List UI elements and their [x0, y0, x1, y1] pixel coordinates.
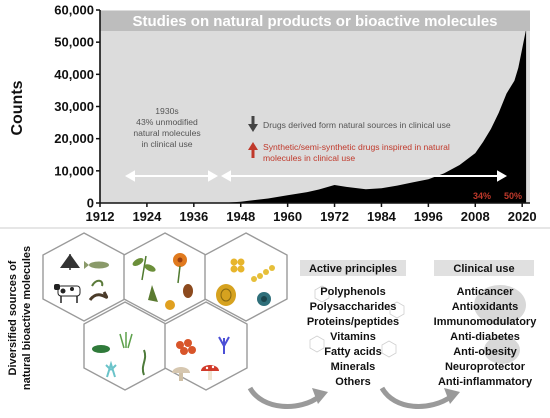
y-axis-label: Counts [9, 80, 26, 135]
annotation-synthetic-drugs-line-2: molecules in clinical use [263, 153, 355, 163]
x-tick-label: 1972 [320, 209, 349, 224]
root-icon [148, 285, 158, 302]
active-principles-header: Active principles [309, 263, 397, 275]
annotation-natural-drugs: Drugs derived form natural sources in cl… [248, 116, 451, 132]
flow-arrow-principles-to-clinical [379, 386, 460, 409]
bean-icon [183, 284, 193, 298]
down-arrow-icon-head [248, 124, 258, 132]
x-tick-label: 1924 [132, 209, 162, 224]
y-tick-label: 60,000 [54, 3, 94, 18]
sea-urchin-icon [257, 292, 271, 306]
annotation-1930s-line-4: in clinical use [141, 139, 192, 149]
chart-title-band [100, 11, 530, 31]
aquatic-plant-icon [92, 345, 110, 353]
clinical-use-header: Clinical use [453, 263, 514, 275]
sponge-icon [91, 279, 104, 287]
sources-hexagon-grid [42, 232, 288, 391]
coral-red-icon [176, 339, 196, 355]
x-tick-label: 2020 [508, 209, 537, 224]
blue-coral-icon [218, 336, 230, 354]
annotation-1930s-line-2: 43% unmodified [136, 117, 198, 127]
studies-area-series [100, 29, 527, 203]
y-tick-label: 0 [87, 196, 94, 211]
active-principle-item: Minerals [331, 361, 376, 373]
annotation-natural-drugs-text: Drugs derived form natural sources in cl… [263, 120, 451, 130]
active-principle-item: Vitamins [330, 331, 376, 343]
mushroom-icon [172, 367, 190, 381]
plant-icon [132, 255, 156, 281]
clinical-use-item: Immunomodulatory [434, 316, 538, 328]
fungus-cross-section-icon [216, 284, 236, 306]
x-tick-label: 1936 [179, 209, 208, 224]
clinical-use-item: Anti-diabetes [450, 331, 520, 343]
sources-side-label-line-2: natural bioactive molecules [21, 246, 33, 390]
x-tick-label: 1912 [86, 209, 115, 224]
x-tick-label: 1960 [273, 209, 302, 224]
x-tick-label: 1948 [226, 209, 255, 224]
clinical-use-item: Neuroprotector [445, 361, 526, 373]
active-principle-item: Fatty acids [324, 346, 381, 358]
brain-watermark-icon [474, 285, 526, 364]
seagrass-icon [119, 332, 133, 349]
flow-arrow-sources-to-principles [247, 386, 328, 409]
sources-side-label-line-1: Diversified sources of [7, 260, 19, 375]
x-tick-label: 1996 [414, 209, 443, 224]
amanita-icon [201, 365, 219, 380]
annotation-1930s-line-3: natural molecules [133, 128, 200, 138]
bacteria-chain-icon [251, 265, 275, 282]
sources-side-label: Diversified sources of natural bioactive… [7, 246, 33, 390]
pct-label-2008: 34% [473, 191, 491, 201]
lichen-icon [60, 254, 80, 270]
fish-icon [84, 261, 109, 269]
counts-area-chart: Studies on natural products or bioactive… [9, 3, 537, 225]
x-tick-label: 2008 [461, 209, 490, 224]
flower-icon [173, 253, 187, 284]
active-principle-item: Polyphenols [320, 286, 385, 298]
coral-icon [105, 360, 117, 378]
hexagon-animals [42, 232, 126, 322]
algae-colony-icon [230, 258, 245, 273]
period-arrow-modern [220, 170, 508, 182]
active-principle-item: Others [335, 376, 370, 388]
active-principles-panel: Active principles Polyphenols Polysacchar… [300, 260, 406, 388]
period-arrow-1930s [124, 170, 219, 182]
active-principle-item: Polysaccharides [310, 301, 397, 313]
y-tick-label: 50,000 [54, 35, 94, 50]
x-tick-group: 1912 1924 1936 1948 1960 1972 1984 1996 2008 2020 [86, 203, 537, 224]
clinical-use-item: Antioxidants [452, 301, 519, 313]
seaweed-icon [141, 349, 147, 376]
active-principles-header-bg [300, 260, 406, 276]
clinical-use-list: Anticancer Antioxidants Immunomodulatory An… [434, 286, 538, 388]
fruit-icon [165, 300, 175, 310]
chart-title: Studies on natural products or bioactive… [132, 13, 497, 30]
x-tick-label: 1984 [367, 209, 397, 224]
clinical-use-item: Anti-inflammatory [438, 376, 533, 388]
cow-icon [54, 284, 81, 303]
clinical-use-panel: Clinical use Anticancer Antioxidants Immun… [434, 260, 538, 388]
snake-icon [88, 291, 109, 302]
y-tick-label: 20,000 [54, 131, 94, 146]
y-tick-group: 0 10,000 20,000 30,000 40,000 50,000 60,000 [54, 3, 100, 211]
y-tick-label: 40,000 [54, 67, 94, 82]
up-arrow-icon-head [248, 142, 258, 150]
chemical-structure-watermark [309, 285, 405, 358]
y-tick-label: 10,000 [54, 163, 94, 178]
clinical-use-item: Anti-obesity [453, 346, 517, 358]
y-tick-label: 30,000 [54, 99, 94, 114]
annotation-synthetic-drugs-line-1: Synthetic/semi-synthetic drugs inspired … [263, 142, 450, 152]
annotation-synthetic-drugs: Synthetic/semi-synthetic drugs inspired … [248, 142, 450, 163]
clinical-use-header-bg [434, 260, 534, 276]
active-principles-list: Polyphenols Polysaccharides Proteins/pepti… [307, 286, 399, 388]
clinical-use-item: Anticancer [457, 286, 515, 298]
active-principle-item: Proteins/peptides [307, 316, 399, 328]
annotation-1930s-line-1: 1930s [155, 106, 178, 116]
annotation-1930s: 1930s 43% unmodified natural molecules i… [133, 106, 200, 149]
pct-label-2020: 50% [504, 191, 522, 201]
